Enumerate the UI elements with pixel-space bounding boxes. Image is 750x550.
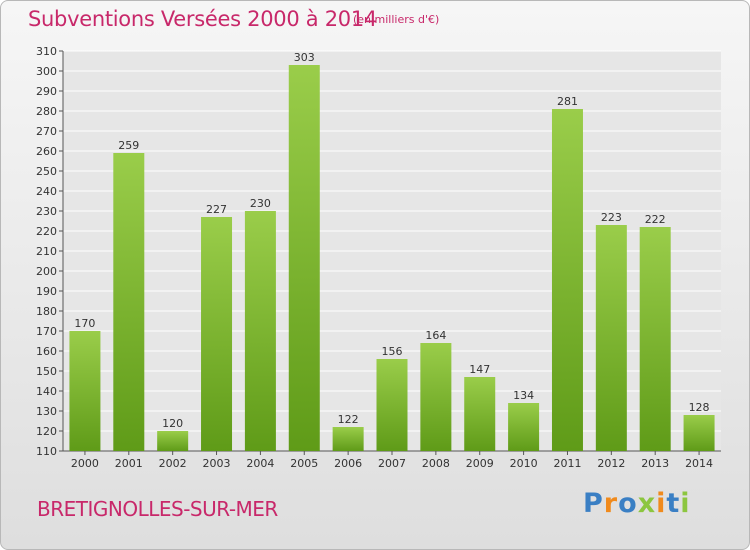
proxiti-logo: Proxiti xyxy=(583,488,691,519)
x-tick-label-2005: 2005 xyxy=(290,457,318,470)
bar-2011 xyxy=(551,109,583,451)
logo-letter: P xyxy=(583,488,604,519)
y-tick-label: 180 xyxy=(36,305,57,318)
y-tick-label: 230 xyxy=(36,205,57,218)
bar-2007 xyxy=(376,359,408,451)
y-tick-label: 140 xyxy=(36,385,57,398)
y-tick-label: 160 xyxy=(36,345,57,358)
bar-2002 xyxy=(157,431,189,451)
bar-2005 xyxy=(288,65,320,451)
y-tick-label: 110 xyxy=(36,445,57,458)
data-label-2003: 227 xyxy=(206,203,227,216)
data-label-2013: 222 xyxy=(645,213,666,226)
logo-letter: i xyxy=(680,488,691,519)
x-tick-label-2004: 2004 xyxy=(246,457,274,470)
x-tick-label-2003: 2003 xyxy=(203,457,231,470)
logo-letter: o xyxy=(618,488,638,519)
x-tick-label-2014: 2014 xyxy=(685,457,713,470)
x-tick-label-2002: 2002 xyxy=(159,457,187,470)
data-label-2000: 170 xyxy=(74,317,95,330)
data-label-2009: 147 xyxy=(469,363,490,376)
data-label-2004: 230 xyxy=(250,197,271,210)
y-tick-label: 200 xyxy=(36,265,57,278)
y-tick-label: 190 xyxy=(36,285,57,298)
y-tick-label: 220 xyxy=(36,225,57,238)
y-tick-label: 170 xyxy=(36,325,57,338)
x-tick-label-2009: 2009 xyxy=(466,457,494,470)
bar-2006 xyxy=(332,427,364,451)
data-label-2010: 134 xyxy=(513,389,534,402)
x-tick-label-2007: 2007 xyxy=(378,457,406,470)
x-tick-label-2008: 2008 xyxy=(422,457,450,470)
x-tick-label-2011: 2011 xyxy=(553,457,581,470)
y-tick-label: 210 xyxy=(36,245,57,258)
y-tick-label: 250 xyxy=(36,165,57,178)
logo-letter: i xyxy=(656,488,667,519)
y-tick-label: 270 xyxy=(36,125,57,138)
bar-2008 xyxy=(420,343,452,451)
city-name: BRETIGNOLLES-SUR-MER xyxy=(37,497,278,521)
x-tick-label-2012: 2012 xyxy=(597,457,625,470)
data-label-2001: 259 xyxy=(118,139,139,152)
bar-2001 xyxy=(113,153,145,451)
y-tick-label: 150 xyxy=(36,365,57,378)
logo-letter: r xyxy=(603,488,619,519)
y-tick-label: 280 xyxy=(36,105,57,118)
data-label-2005: 303 xyxy=(294,51,315,64)
chart-title: Subventions Versées 2000 à 2014 xyxy=(28,7,377,31)
bar-2012 xyxy=(595,225,627,451)
bar-2009 xyxy=(464,377,496,451)
chart-subtitle: (en milliers d'€) xyxy=(353,13,440,26)
data-label-2002: 120 xyxy=(162,417,183,430)
data-label-2014: 128 xyxy=(689,401,710,414)
x-tick-label-2013: 2013 xyxy=(641,457,669,470)
bars xyxy=(69,65,715,451)
y-tick-label: 130 xyxy=(36,405,57,418)
bar-2010 xyxy=(508,403,540,451)
bar-2013 xyxy=(639,227,671,451)
x-tick-label-2010: 2010 xyxy=(510,457,538,470)
labels: 110 120 130 140 150 160 170 180 190 200 210 220 230 2… xyxy=(36,45,713,470)
y-tick-label: 260 xyxy=(36,145,57,158)
data-label-2008: 164 xyxy=(425,329,446,342)
y-tick-label: 310 xyxy=(36,45,57,58)
logo-letter: t xyxy=(666,488,681,519)
bar-2004 xyxy=(244,211,276,451)
x-tick-label-2006: 2006 xyxy=(334,457,362,470)
y-tick-label: 300 xyxy=(36,65,57,78)
data-label-2007: 156 xyxy=(382,345,403,358)
data-label-2012: 223 xyxy=(601,211,622,224)
x-tick-label-2001: 2001 xyxy=(115,457,143,470)
bar-2003 xyxy=(201,217,233,451)
bar-2000 xyxy=(69,331,101,451)
data-label-2006: 122 xyxy=(338,413,359,426)
y-tick-label: 240 xyxy=(36,185,57,198)
bar-2014 xyxy=(683,415,715,451)
y-tick-label: 290 xyxy=(36,85,57,98)
y-tick-label: 120 xyxy=(36,425,57,438)
x-tick-label-2000: 2000 xyxy=(71,457,99,470)
data-label-2011: 281 xyxy=(557,95,578,108)
logo-letter: x xyxy=(637,488,657,519)
